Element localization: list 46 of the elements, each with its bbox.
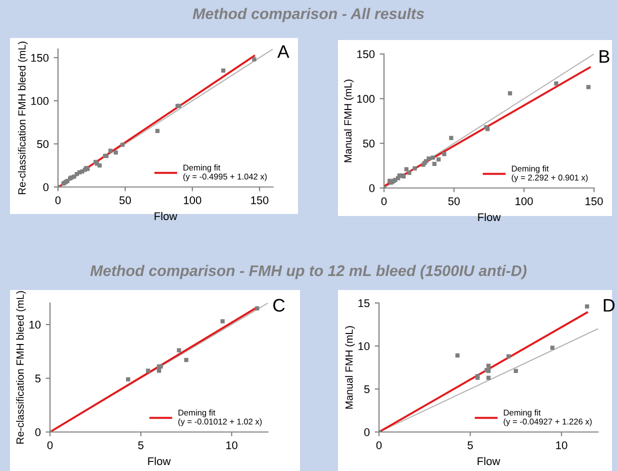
text: C [273, 298, 285, 312]
y-tick-label: 150 [31, 54, 49, 62]
x-tick-label: 0 [55, 196, 61, 204]
x-tick-label: 5 [468, 441, 473, 450]
x-tick-label: 10 [226, 441, 238, 450]
y-axis-title: Manual FMH (mL) [344, 80, 354, 162]
y-tick-label: 50 [363, 140, 375, 148]
x-tick-label: 150 [586, 197, 603, 206]
x-tick-label: 5 [138, 441, 144, 450]
legend-label: Deming fit (y = 2.292 + 0.901 x) [512, 165, 588, 182]
legend-label: Deming fit (y = -0.4995 + 1.042 x) [183, 164, 267, 182]
y-axis-title: Manual FMH (mL) [345, 326, 355, 409]
y-tick-label: 50 [37, 140, 49, 148]
y-tick-label: 150 [357, 50, 375, 58]
y-tick-label: 100 [31, 97, 49, 105]
y-tick-label: 0 [369, 184, 375, 192]
x-tick-label: 10 [556, 441, 568, 450]
y-tick-label: 5 [35, 374, 41, 382]
y-tick-label: 0 [364, 428, 370, 436]
text: Method comparison - All results [192, 8, 424, 22]
text: Method comparison - FMH up to 12 mL bleed (1500IU anti-D) [90, 264, 527, 280]
y-tick-label: 10 [29, 320, 41, 329]
x-axis-title: Flow [478, 456, 500, 466]
text: D [604, 299, 615, 312]
y-tick-label: 15 [358, 299, 370, 308]
text: A [277, 45, 290, 58]
y-tick-label: 0 [43, 183, 49, 192]
x-axis-title: Flow [148, 456, 171, 466]
x-tick-label: 100 [184, 196, 202, 204]
x-tick-label: 150 [251, 196, 268, 204]
x-tick-label: 0 [376, 441, 382, 450]
legend-label: Deming fit (y = -0.04927 + 1.226 x) [504, 409, 592, 426]
text: B [600, 50, 610, 63]
y-tick-label: 5 [364, 385, 370, 394]
legend-label: Deming fit (y = -0.01012 + 1.02 x) [178, 409, 262, 426]
y-axis-title: Re-classification FMH bleed (mL) [18, 42, 28, 194]
x-axis-title: Flow [478, 212, 501, 222]
y-tick-label: 100 [357, 94, 375, 103]
y-tick-label: 10 [358, 342, 370, 350]
y-axis-title: Re-classification FMH bleed (mL) [16, 291, 26, 444]
x-tick-label: 50 [119, 196, 131, 204]
x-axis-title: Flow [154, 212, 178, 220]
y-tick-label: 0 [35, 428, 41, 436]
x-tick-label: 50 [448, 197, 460, 206]
x-tick-label: 100 [516, 197, 533, 206]
x-tick-label: 0 [381, 197, 387, 206]
